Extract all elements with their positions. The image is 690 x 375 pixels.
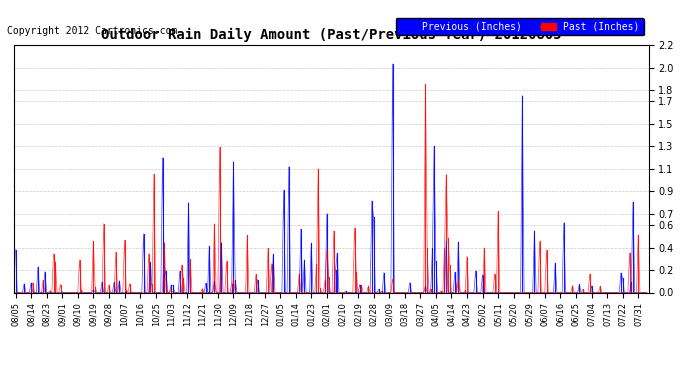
Text: Copyright 2012 Cartronics.com: Copyright 2012 Cartronics.com	[7, 26, 177, 36]
Legend: Previous (Inches), Past (Inches): Previous (Inches), Past (Inches)	[395, 18, 644, 36]
Title: Outdoor Rain Daily Amount (Past/Previous Year) 20120805: Outdoor Rain Daily Amount (Past/Previous…	[101, 28, 562, 42]
